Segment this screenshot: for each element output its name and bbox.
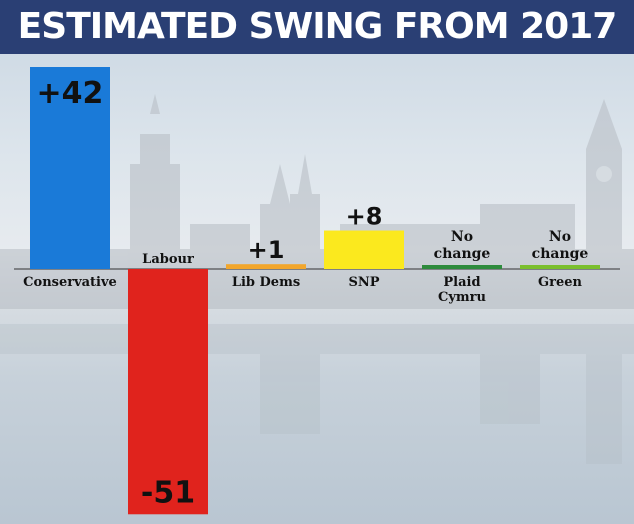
- value-label-plaid-cymru: No change: [434, 229, 491, 262]
- bar-conservative: [30, 67, 110, 269]
- category-label-lib-dems: Lib Dems: [232, 275, 300, 290]
- value-label-green: No change: [532, 229, 589, 262]
- bar-labour: [128, 269, 208, 515]
- bar-lib-dems: [226, 264, 306, 269]
- bar-green: [520, 265, 600, 269]
- category-label-labour: Labour: [142, 252, 194, 267]
- bar-plaid-cymru: [422, 265, 502, 269]
- value-label-snp: +8: [346, 203, 383, 231]
- category-label-snp: SNP: [348, 275, 379, 290]
- bar-snp: [324, 230, 404, 269]
- title-banner: ESTIMATED SWING FROM 2017: [0, 0, 634, 54]
- value-label-conservative: +42: [37, 76, 104, 111]
- value-label-labour: -51: [141, 475, 195, 510]
- chart-title: ESTIMATED SWING FROM 2017: [17, 6, 618, 47]
- category-label-green: Green: [538, 275, 582, 290]
- category-label-conservative: Conservative: [23, 275, 117, 290]
- value-label-lib-dems: +1: [248, 236, 285, 264]
- category-label-plaid-cymru: Plaid Cymru: [438, 275, 486, 305]
